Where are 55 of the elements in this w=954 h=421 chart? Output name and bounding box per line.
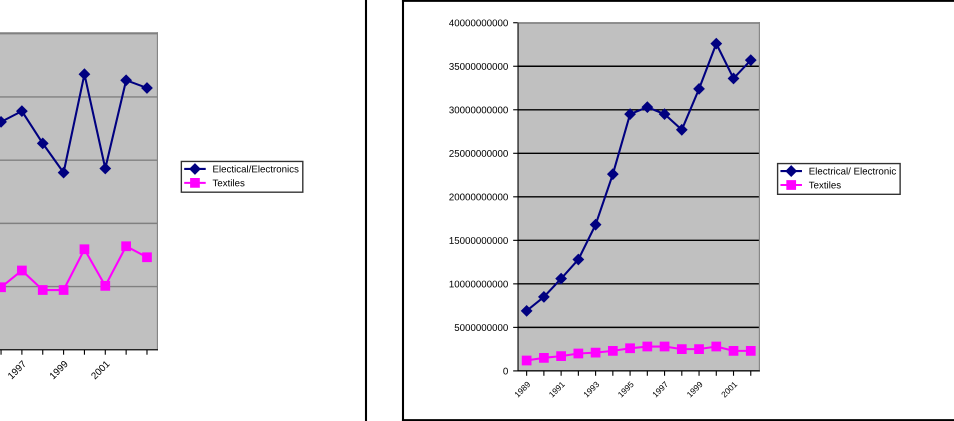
y-tick-label: 35000000000	[449, 62, 508, 70]
y-tick-label: 0	[503, 368, 508, 375]
point	[693, 83, 705, 94]
point	[728, 72, 740, 84]
point	[590, 219, 602, 230]
legend-label: Textiles	[212, 179, 245, 186]
y-tick-label: 20000000000	[449, 194, 508, 200]
point	[58, 285, 68, 295]
point	[745, 54, 756, 66]
point	[746, 346, 756, 356]
point	[711, 342, 722, 352]
point	[710, 38, 722, 50]
y-tick-label: 10000000000	[450, 280, 508, 288]
point	[676, 124, 688, 136]
point	[16, 106, 28, 117]
point	[642, 342, 652, 352]
point	[590, 348, 600, 358]
y-tick-label: 15000000000	[450, 237, 508, 244]
y-tick-label: 30000000000	[449, 106, 508, 114]
point	[58, 166, 70, 178]
point	[100, 162, 111, 174]
point	[642, 102, 653, 113]
point	[607, 168, 618, 180]
point	[78, 68, 90, 80]
y-tick-label: 5000000000	[454, 324, 508, 331]
y-tick-label: 40000000000	[449, 19, 508, 26]
point	[694, 344, 704, 354]
point	[538, 291, 550, 303]
point	[100, 281, 110, 291]
point	[539, 352, 549, 363]
point	[608, 346, 618, 356]
point	[38, 285, 48, 295]
point	[80, 244, 90, 254]
point	[574, 348, 584, 358]
point	[141, 82, 153, 94]
point	[37, 138, 48, 149]
legend-label: Electical/Electronics	[213, 165, 299, 172]
y-tick-label: 25000000000	[449, 150, 508, 157]
point	[142, 252, 152, 262]
point	[522, 356, 532, 366]
point	[572, 254, 584, 266]
point	[658, 108, 670, 120]
point	[521, 305, 532, 316]
point	[121, 241, 131, 252]
point	[624, 108, 636, 120]
point	[17, 266, 27, 276]
point	[660, 342, 670, 352]
point	[625, 343, 635, 354]
legend-label: Textiles	[808, 181, 841, 188]
point	[120, 74, 132, 86]
point	[728, 346, 738, 356]
point	[556, 273, 567, 284]
legend-label: Electrical/ Electronic	[810, 167, 896, 175]
point	[556, 351, 566, 361]
point	[676, 344, 687, 354]
